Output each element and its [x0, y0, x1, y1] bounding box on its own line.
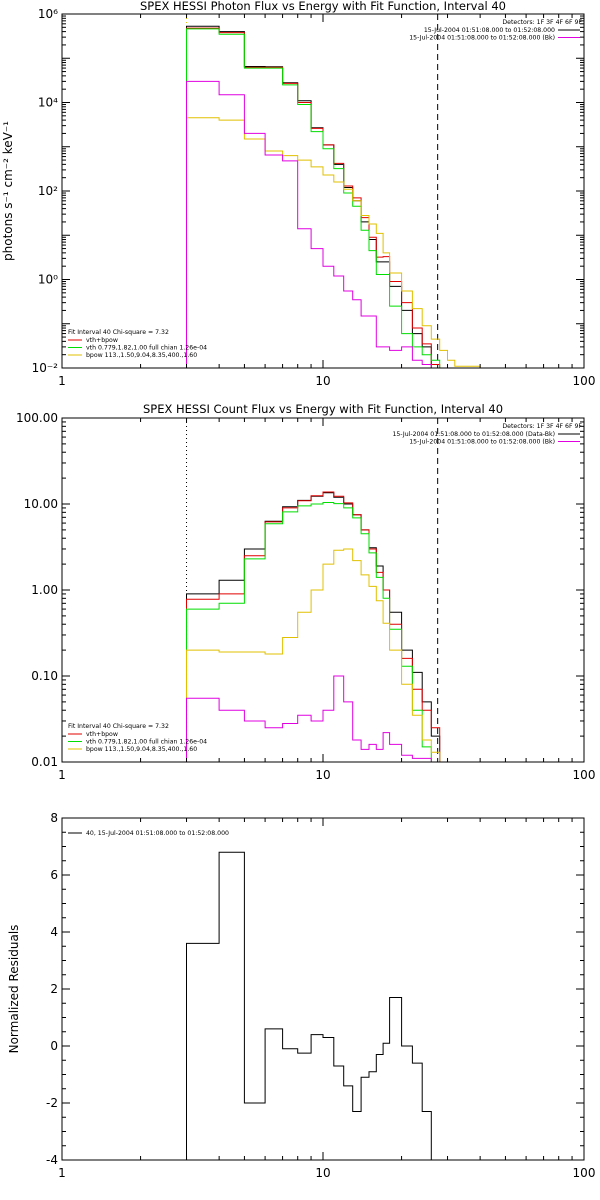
y-tick-label: 4	[50, 925, 58, 939]
legend-entry-text: 15-Jul-2004 01:51:08.000 to 01:52:08.000…	[409, 439, 555, 446]
count-flux-panel: SPEX HESSI Count Flux vs Energy with Fit…	[16, 402, 595, 782]
y-tick-label: -4	[46, 1153, 58, 1167]
legend-header: Detectors: 1F 3F 4F 6F 9F	[502, 423, 582, 430]
x-tick-label: 100	[573, 768, 596, 782]
legend-entry-text: 15-Jul-2004 01:51:08.000 to 01:52:08.000…	[392, 431, 555, 438]
fit-legend-text: vth 0.779,1.82,1.00 full chian 1.26e-04	[86, 345, 207, 352]
x-tick-label: 100	[573, 1166, 596, 1180]
plot-frame	[61, 13, 585, 369]
x-tick-label: 100	[573, 374, 596, 388]
background-series-line	[186, 675, 440, 762]
bpow-series-line	[186, 117, 481, 368]
y-axis-label: Normalized Residuals	[7, 925, 21, 1054]
fit-legend-text: vth+bpow	[86, 337, 118, 344]
x-tick-label: 1	[58, 1166, 66, 1180]
fit-legend-text: vth 0.779,1.82,1.00 full chian 1.26e-04	[86, 739, 207, 746]
fit-info-header: Fit Interval 40 Chi-square = 7.32	[68, 723, 169, 730]
chart-title: SPEX HESSI Count Flux vs Energy with Fit…	[143, 402, 503, 416]
x-tick-label: 1	[58, 374, 66, 388]
legend-entry-text: 15-Jul-2004 01:51:08.000 to 01:52:08.000…	[409, 35, 555, 42]
y-axis-label: photons s⁻¹ cm⁻² keV⁻¹	[1, 121, 15, 261]
y-tick-label: 10²	[38, 184, 58, 198]
y-tick-label: 1.00	[31, 583, 58, 597]
y-tick-label: 100.00	[16, 411, 58, 425]
fit-legend-text: vth+bpow	[86, 731, 118, 738]
y-tick-label: 10.00	[24, 497, 58, 511]
y-tick-label: 0	[50, 1039, 58, 1053]
y-tick-label: 0.01	[31, 755, 58, 769]
y-tick-label: -2	[46, 1096, 58, 1110]
background-series-line	[186, 80, 440, 368]
y-tick-label: 8	[50, 811, 58, 825]
y-tick-label: 10⁶	[38, 7, 58, 21]
bpow-series-line	[186, 548, 448, 762]
fit-legend-text: bpow 113.,1.50,9.04,8.35,400.,1.60	[86, 746, 197, 753]
x-tick-label: 1	[58, 768, 66, 782]
legend-entry-text: 15-Jul-2004 01:51:08.000 to 01:52:08.000	[424, 27, 555, 34]
y-tick-label: 10⁰	[38, 273, 58, 287]
vth-series-line	[186, 502, 440, 762]
y-tick-label: 2	[50, 982, 58, 996]
plot-frame	[61, 817, 585, 1161]
photon-flux-panel: SPEX HESSI Photon Flux vs Energy with Fi…	[1, 0, 595, 388]
y-tick-label: 0.10	[31, 669, 58, 683]
x-tick-label: 10	[315, 768, 330, 782]
residuals-panel: Normalized Residuals 1 10 100 -4 -2 0 2 4 6 8 40, 1…	[7, 811, 596, 1180]
legend-entry-text: 40, 15-Jul-2004 01:51:08.000 to 01:52:08…	[86, 830, 229, 837]
y-tick-label: 10⁴	[38, 96, 58, 110]
x-tick-label: 10	[315, 374, 330, 388]
x-tick-label: 10	[315, 1166, 330, 1180]
y-tick-label: 6	[50, 868, 58, 882]
chart-title: SPEX HESSI Photon Flux vs Energy with Fi…	[140, 0, 506, 13]
fit-legend-text: bpow 113.,1.50,9.04,8.35,400.,1.60	[86, 352, 197, 359]
vth-series-line	[186, 28, 441, 368]
fit-info-header: Fit Interval 40 Chi-square = 7.32	[68, 329, 169, 336]
total-series-line	[186, 851, 441, 1160]
legend-header: Detectors: 1F 3F 4F 6F 9F	[502, 19, 582, 26]
y-tick-label: 10⁻²	[32, 361, 59, 375]
total-series-line	[186, 25, 440, 368]
